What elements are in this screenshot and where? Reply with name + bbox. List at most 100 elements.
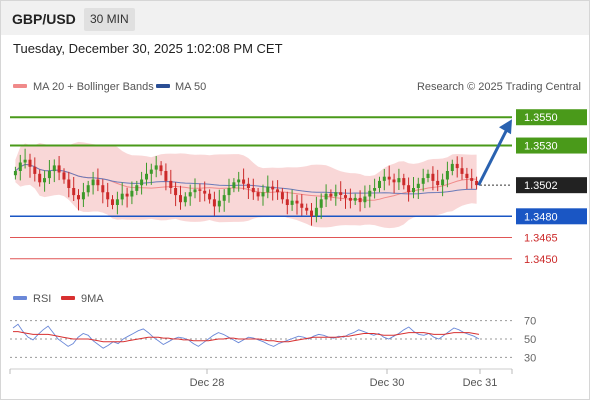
rsi-ma-legend-swatch xyxy=(61,296,75,300)
ma50-line xyxy=(15,163,477,195)
candle-body xyxy=(174,188,178,196)
candle-body xyxy=(169,180,173,188)
candle-body xyxy=(251,188,255,193)
resistance-tag xyxy=(516,137,587,154)
candle-body xyxy=(149,169,153,174)
ma50-legend-swatch xyxy=(156,84,170,88)
candle-body xyxy=(441,179,445,186)
candle-body xyxy=(179,195,182,203)
candle-body xyxy=(125,193,129,197)
candle-body xyxy=(47,171,51,179)
candle-body xyxy=(72,188,76,196)
candle-body xyxy=(81,192,85,200)
candle-body xyxy=(344,195,347,198)
candle-body xyxy=(285,199,289,205)
candle-body xyxy=(222,195,226,201)
candle-body xyxy=(115,199,119,205)
candle-body xyxy=(305,207,309,211)
candle-body xyxy=(232,182,236,188)
ma20-legend-label: MA 20 + Bollinger Bands xyxy=(33,81,154,93)
candle-body xyxy=(120,193,124,200)
candle-body xyxy=(77,195,80,200)
candle-body xyxy=(290,200,294,205)
candle-body xyxy=(91,179,95,186)
last-price-tag xyxy=(516,177,587,194)
candle-body xyxy=(373,188,377,191)
candle-body xyxy=(426,173,430,178)
candle-body xyxy=(392,179,396,183)
candle-body xyxy=(237,179,241,183)
rsi-ma-legend-label: 9MA xyxy=(81,293,104,305)
candle-body xyxy=(266,186,270,193)
candle-body xyxy=(198,189,202,191)
candle-body xyxy=(154,165,158,170)
rsi-tick-label: 70 xyxy=(524,316,536,328)
candle-body xyxy=(188,192,192,197)
candle-body xyxy=(334,192,338,197)
rsi-ma-line xyxy=(13,331,480,343)
candle-body xyxy=(387,176,391,180)
candle-body xyxy=(62,172,66,180)
candle-body xyxy=(38,173,42,183)
candle-body xyxy=(329,193,333,197)
candle-body xyxy=(339,192,343,195)
candle-body xyxy=(261,192,265,197)
candle-body xyxy=(86,185,90,193)
copyright-label: Research © 2025 Trading Central xyxy=(417,81,581,93)
last-price-label: 1.3502 xyxy=(524,180,558,192)
candle-body xyxy=(407,185,411,193)
candle-body xyxy=(43,178,46,183)
rsi-tick-label: 30 xyxy=(524,352,536,364)
candle-body xyxy=(193,189,197,193)
resistance-label: 1.3550 xyxy=(524,112,558,124)
candle-body xyxy=(310,210,313,217)
x-tick-label: Dec 31 xyxy=(463,377,498,389)
rsi-tick-label: 50 xyxy=(524,334,536,346)
candle-body xyxy=(271,186,275,190)
candle-body xyxy=(363,196,367,203)
candle-body xyxy=(348,197,352,201)
candle-body xyxy=(212,199,216,207)
candle-body xyxy=(227,188,231,196)
candle-body xyxy=(324,193,328,200)
candle-body xyxy=(470,178,474,181)
support-label: 1.3450 xyxy=(524,254,558,266)
candle-body xyxy=(378,180,381,188)
pivot-tag xyxy=(516,208,587,225)
projection-arrow xyxy=(477,128,509,186)
candle-body xyxy=(416,183,420,188)
candle-body xyxy=(57,165,61,173)
candle-body xyxy=(280,192,284,200)
candle-body xyxy=(276,189,279,193)
ma20-legend-swatch xyxy=(13,84,27,88)
candle-body xyxy=(145,173,148,180)
rsi-legend-label: RSI xyxy=(33,293,51,305)
candle-body xyxy=(159,165,163,172)
candle-body xyxy=(319,199,323,208)
timeframe-button[interactable]: 30 MIN xyxy=(84,8,135,31)
candle-body xyxy=(28,159,32,167)
candle-body xyxy=(314,207,318,217)
candle-body xyxy=(111,199,114,205)
support-label: 1.3465 xyxy=(524,233,558,245)
rsi-legend-swatch xyxy=(13,296,27,300)
candle-body xyxy=(431,173,435,181)
candle-body xyxy=(460,168,464,174)
candle-body xyxy=(412,188,415,193)
candle-body xyxy=(246,183,250,188)
header-bar: GBP/USD 30 MIN xyxy=(1,1,589,35)
candle-body xyxy=(106,192,110,200)
candle-body xyxy=(295,200,299,204)
candle-body xyxy=(52,165,56,172)
candle-body xyxy=(208,193,212,200)
candle-body xyxy=(217,200,221,207)
resistance-tag xyxy=(516,109,587,126)
candle-body xyxy=(368,190,372,197)
candle-body xyxy=(183,196,187,203)
candle-body xyxy=(445,171,449,180)
datetime-label: Tuesday, December 30, 2025 1:02:08 PM CE… xyxy=(13,41,283,56)
candle-body xyxy=(475,180,479,186)
candle-body xyxy=(300,203,304,208)
candle-body xyxy=(402,178,406,186)
